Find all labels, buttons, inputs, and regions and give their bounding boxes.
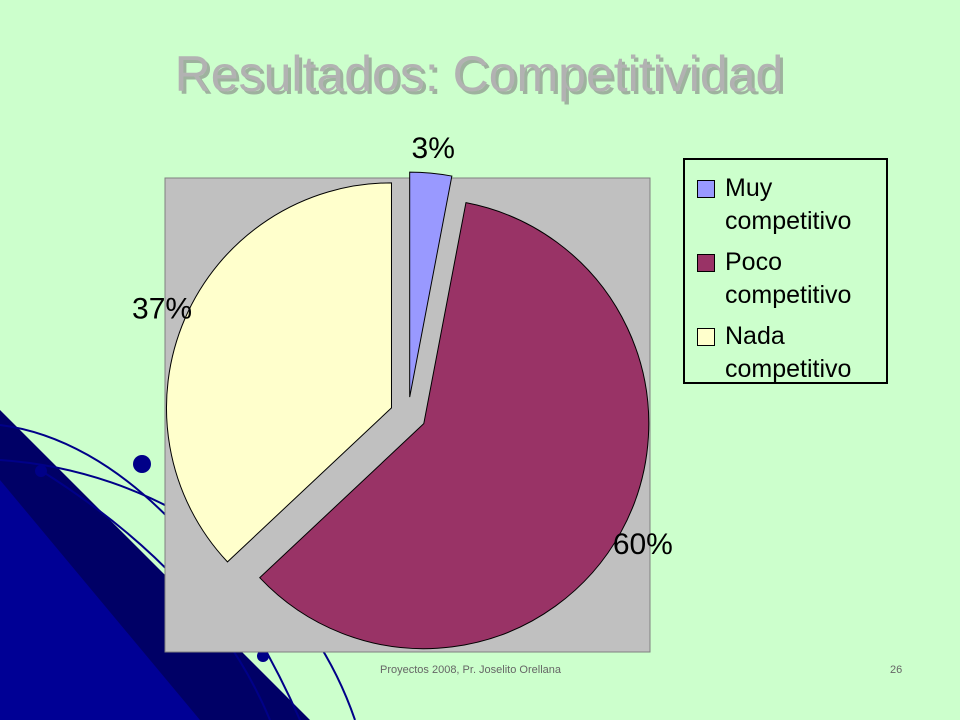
legend-entry: Muy competitivo — [697, 172, 880, 238]
value-label: 37% — [132, 293, 192, 326]
legend: Muy competitivo Poco competitivo Nada comp… — [683, 158, 888, 384]
footer-text: Proyectos 2008, Pr. Joselito Orellana — [380, 664, 562, 676]
legend-label: Nada competitivo — [725, 322, 852, 383]
pie-slice — [409, 171, 453, 398]
legend-swatch — [697, 254, 715, 272]
legend-label: Muy competitivo — [725, 174, 852, 235]
pie-slice — [166, 182, 392, 563]
value-label: 3% — [412, 132, 455, 165]
value-label: 60% — [613, 528, 673, 561]
legend-entry: Poco competitivo — [697, 246, 880, 312]
legend-label: Poco competitivo — [725, 248, 852, 309]
legend-entry: Nada competitivo — [697, 320, 880, 386]
legend-swatch — [697, 180, 715, 198]
decor-dot — [133, 455, 151, 473]
decor-dot — [257, 650, 269, 662]
decor-triangle — [0, 480, 200, 720]
page-number: 26 — [890, 664, 902, 676]
pie-slice — [259, 202, 650, 650]
decor-dot — [35, 465, 47, 477]
chart-title-shadow: Resultados: Competitividad — [178, 49, 787, 105]
legend-swatch — [697, 328, 715, 346]
chart-title: Resultados: Competitividad — [175, 46, 784, 102]
